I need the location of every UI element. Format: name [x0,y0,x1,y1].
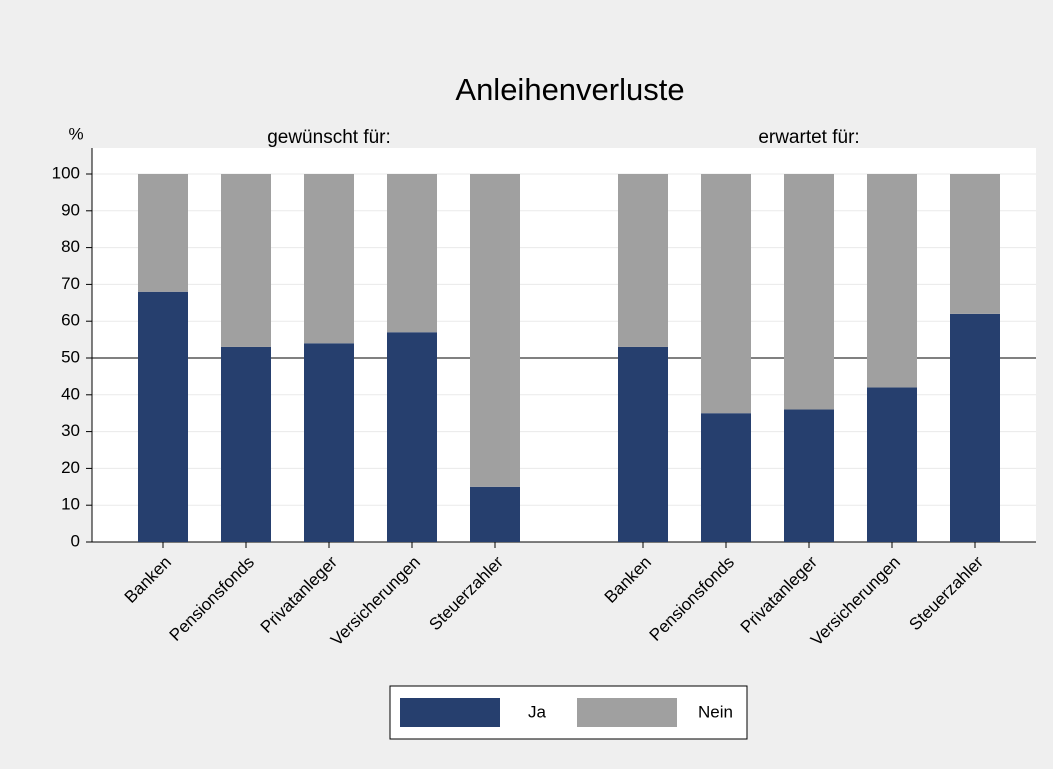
y-tick-label: 80 [61,237,80,256]
y-tick-label: 90 [61,200,80,219]
y-tick-label: 100 [52,163,80,182]
bar-segment [470,174,520,487]
bar-segment [950,174,1000,314]
bar-segment [221,346,271,542]
bar-segment [618,346,668,542]
bar-segment [138,174,188,292]
group-label: erwartet für: [758,127,859,148]
bar-segment [701,174,751,414]
bar-segment [867,387,917,542]
y-tick-label: 60 [61,311,80,330]
chart-title: Anleihenverluste [455,72,684,107]
bar-segment [387,332,437,542]
y-tick-label: 10 [61,495,80,514]
y-axis-label: % [68,124,83,143]
y-tick-label: 50 [61,347,80,366]
legend-swatch [400,698,500,727]
bar-segment [304,174,354,344]
legend-label: Ja [528,702,547,721]
bar-segment [138,291,188,542]
y-tick-label: 40 [61,384,80,403]
bar-segment [221,174,271,347]
legend-label: Nein [698,702,733,721]
bar-segment [618,174,668,347]
bar-segment [304,343,354,542]
legend-swatch [577,698,677,727]
y-tick-label: 20 [61,458,80,477]
bar-segment [470,486,520,542]
y-tick-label: 30 [61,421,80,440]
y-tick-label: 0 [71,531,80,550]
bar-segment [701,413,751,542]
bar-segment [867,174,917,388]
y-tick-label: 70 [61,274,80,293]
bar-segment [784,409,834,542]
bar-segment [950,313,1000,542]
bar-segment [387,174,437,333]
bar-segment [784,174,834,410]
group-label: gewünscht für: [267,127,391,148]
